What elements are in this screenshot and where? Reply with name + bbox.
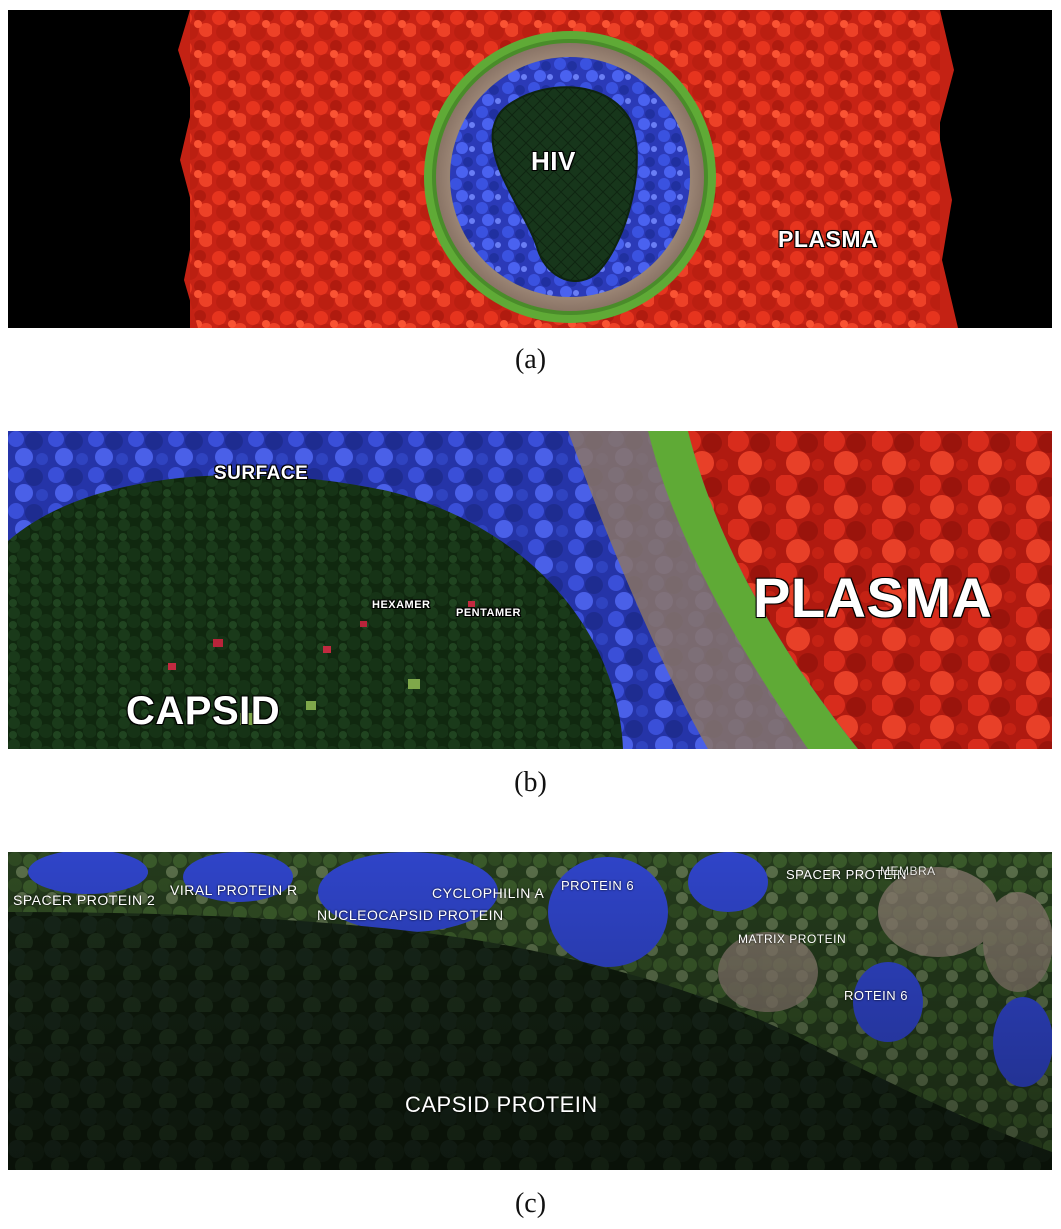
- protein-6-label: PROTEIN 6: [561, 878, 635, 893]
- protein-6-partial-label: ROTEIN 6: [844, 988, 908, 1003]
- hiv-label: HIV: [530, 145, 576, 177]
- panel-b-hiv-closeup: SURFACE HEXAMER PENTAMER PLASMA CAPSID: [8, 431, 1052, 749]
- membrane-band: [648, 431, 858, 749]
- hexamer-label: HEXAMER: [371, 598, 431, 612]
- panel-a-hiv-overview: HIV PLASMA: [8, 10, 1052, 328]
- panel-c-illustration: [8, 852, 1052, 1170]
- pentamer-label: PENTAMER: [455, 606, 521, 620]
- capsid-specks: [168, 601, 475, 725]
- panel-a-illustration: [178, 10, 958, 328]
- viral-protein-r-label: VIRAL PROTEIN R: [170, 882, 298, 898]
- capsid-core: [491, 86, 638, 282]
- cyclophilin-a-label: CYCLOPHILIN A: [432, 885, 545, 901]
- panel-b-illustration: [8, 431, 1052, 749]
- caption-a: (a): [514, 344, 547, 375]
- capsid-label: CAPSID: [125, 688, 281, 734]
- spacer-protein-label: SPACER PROTEIN: [786, 867, 907, 882]
- membrane-label: MEMBRA: [880, 864, 936, 878]
- spacer-protein-2-label: SPACER PROTEIN 2: [13, 892, 156, 908]
- nucleocapsid-protein-label: NUCLEOCAPSID PROTEIN: [317, 907, 504, 923]
- matrix-protein-label: MATRIX PROTEIN: [738, 932, 847, 946]
- surface-label: SURFACE: [213, 462, 309, 485]
- plasma-label: PLASMA: [777, 225, 879, 253]
- plasma-region: [688, 431, 1052, 749]
- caption-c: (c): [514, 1188, 547, 1219]
- plasma-label-large: PLASMA: [752, 565, 993, 630]
- caption-b: (b): [514, 767, 547, 798]
- capsid-region: [8, 475, 623, 749]
- panel-c-capsid-detail: SPACER PROTEIN 2 VIRAL PROTEIN R CYCLOPH…: [8, 852, 1052, 1170]
- capsid-protein-label: CAPSID PROTEIN: [405, 1092, 598, 1117]
